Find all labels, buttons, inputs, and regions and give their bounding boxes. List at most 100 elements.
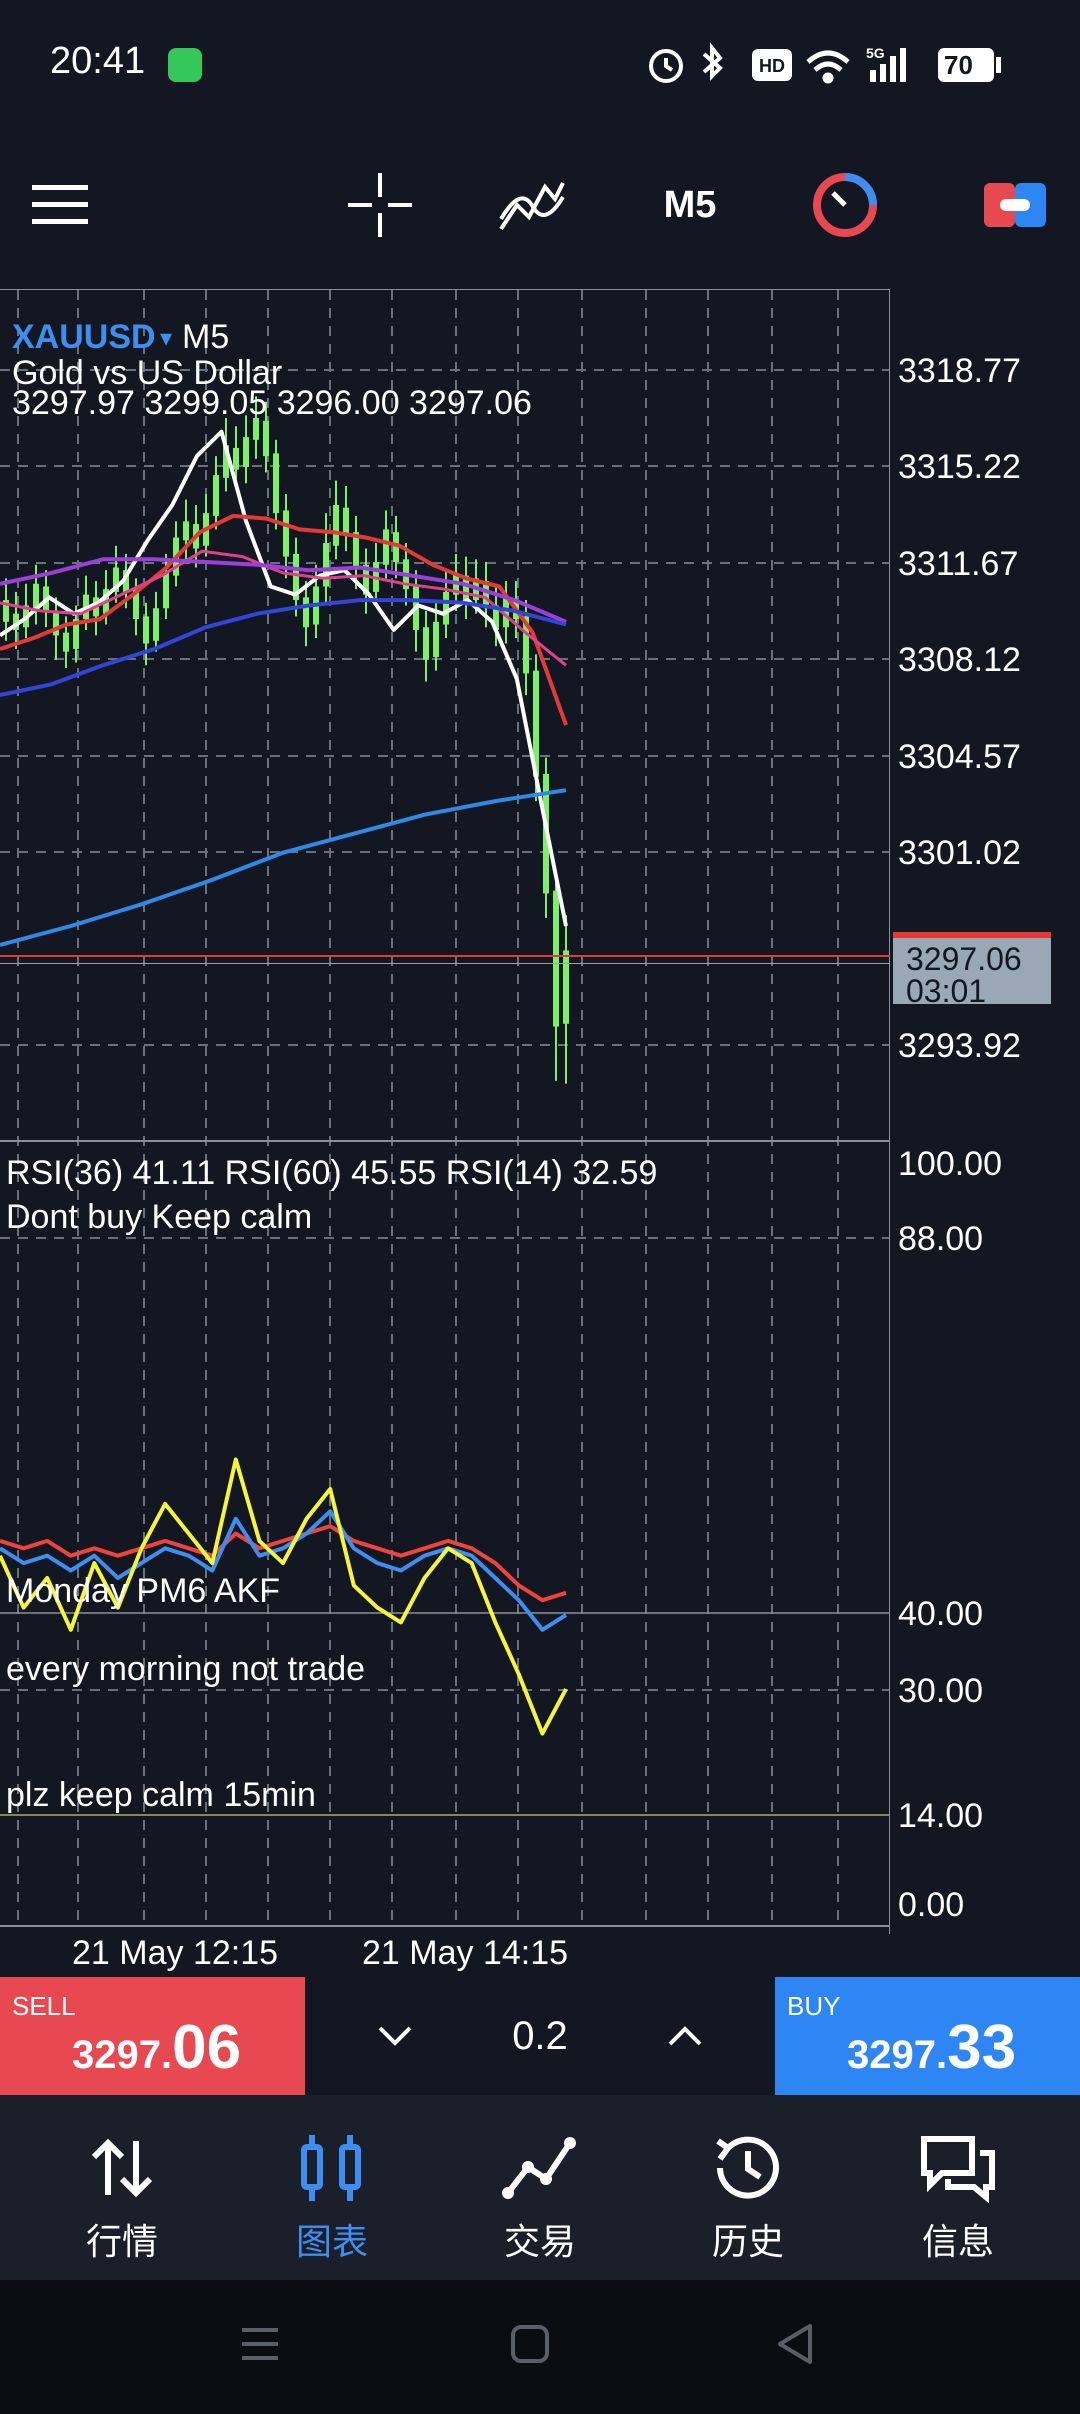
rsi-layer xyxy=(0,1457,568,1736)
svg-text:HD: HD xyxy=(759,56,785,76)
note-keep-calm: plz keep calm 15min xyxy=(6,1776,316,1814)
menu-icon xyxy=(32,185,88,224)
nav-history-label: 历史 xyxy=(711,2221,784,2262)
recent-apps-icon[interactable] xyxy=(240,2324,280,2364)
rsi-scale-label-4: 14.00 xyxy=(898,1797,983,1835)
bar-countdown: 03:01 xyxy=(906,973,986,1009)
current-price-line xyxy=(0,955,890,957)
sell-price-small: 3297. xyxy=(72,2033,173,2077)
nav-chart[interactable]: 图表 xyxy=(224,2095,440,2280)
candle-body-12 xyxy=(123,570,129,592)
price-scale-label-6: 3293.92 xyxy=(898,1027,1021,1065)
candle-body-25 xyxy=(253,418,259,440)
candle-body-5 xyxy=(53,610,59,636)
nav-history[interactable]: 历史 xyxy=(640,2095,856,2280)
lot-decrease-button[interactable] xyxy=(360,1977,430,2095)
ask-price-line xyxy=(0,963,890,964)
bluetooth-icon xyxy=(702,42,723,81)
candle-body-29 xyxy=(293,553,299,601)
rsi-scale-label-1: 88.00 xyxy=(898,1220,983,1258)
signal-icon: 5G xyxy=(866,45,906,82)
chart-toolbar: M5 xyxy=(0,130,1080,280)
rsi-14-line xyxy=(0,1457,568,1736)
candles-layer xyxy=(3,396,569,1084)
status-bar: 20:41 HD 5G 70 xyxy=(0,0,1080,130)
chart-timeframe: M5 xyxy=(182,318,229,356)
quotes-icon xyxy=(91,2138,153,2198)
trade-toggle-button[interactable] xyxy=(965,130,1065,280)
ohlc-values: 3297.97 3299.05 3296.00 3297.06 xyxy=(12,384,532,422)
timeframe-button[interactable]: M5 xyxy=(663,183,717,226)
lot-increase-button[interactable] xyxy=(650,1977,720,2095)
lot-size-input[interactable]: 0.2 xyxy=(512,2013,568,2058)
time-label-2: 21 May 14:15 xyxy=(362,1934,568,1972)
candle-body-43 xyxy=(433,621,439,658)
candle-body-3 xyxy=(33,583,39,609)
buy-price-big: 33 xyxy=(947,2013,1017,2082)
timer-button[interactable] xyxy=(805,130,885,280)
candle-body-7 xyxy=(73,619,79,649)
crosshair-icon xyxy=(348,173,412,237)
price-scale-label-0: 3318.77 xyxy=(898,352,1021,390)
symbol-dropdown-icon[interactable]: ▾ xyxy=(160,325,172,352)
messages-icon xyxy=(921,2136,995,2203)
indicator-separator xyxy=(0,1140,890,1142)
candle-body-15 xyxy=(153,608,159,641)
rsi-scale-label-0: 100.00 xyxy=(898,1145,1002,1183)
note-morning: every morning not trade xyxy=(6,1650,365,1688)
candle-body-55 xyxy=(553,890,559,1027)
rsi-60-line xyxy=(0,1509,568,1632)
nav-trade[interactable]: 交易 xyxy=(432,2095,648,2280)
moving-average-line-1 xyxy=(0,513,568,726)
price-scale: 3318.77 3315.22 3311.67 3308.12 3304.57 3301.… xyxy=(898,352,1021,1924)
nav-messages-label: 信息 xyxy=(921,2221,994,2262)
current-price-marker-top xyxy=(893,932,1051,938)
candle-body-35 xyxy=(353,532,359,568)
chart-top-border xyxy=(0,289,890,290)
buy-button[interactable]: BUY 3297.33 xyxy=(775,1977,1080,2095)
sell-label: SELL xyxy=(12,1991,76,2021)
current-price-label-box xyxy=(893,938,1051,1004)
candle-body-27 xyxy=(273,453,279,514)
menu-button[interactable] xyxy=(25,130,95,280)
trade-toggle-icon xyxy=(984,183,1046,227)
svg-text:5G: 5G xyxy=(866,45,885,61)
candle-body-0 xyxy=(3,600,9,622)
candle-body-26 xyxy=(263,420,269,457)
nav-messages[interactable]: 信息 xyxy=(850,2095,1066,2280)
nav-trade-label: 交易 xyxy=(503,2221,576,2262)
nav-quotes-label: 行情 xyxy=(85,2221,158,2262)
chart-area[interactable]: 3318.77 3315.22 3311.67 3308.12 3304.57 3301.… xyxy=(0,280,1080,1977)
symbol-name[interactable]: XAUUSD xyxy=(12,318,156,356)
price-scale-label-2: 3311.67 xyxy=(898,545,1018,583)
hd-icon: HD xyxy=(752,49,792,81)
status-time: 20:41 xyxy=(50,40,146,82)
candle-body-1 xyxy=(13,613,19,630)
nav-chart-label: 图表 xyxy=(295,2221,368,2262)
sell-button[interactable]: SELL 3297.06 xyxy=(0,1977,305,2095)
candle-body-21 xyxy=(213,475,219,516)
nav-quotes[interactable]: 行情 xyxy=(14,2095,230,2280)
chart-icon xyxy=(301,2135,361,2201)
timer-icon xyxy=(813,173,877,237)
candle-body-53 xyxy=(533,670,539,777)
one-click-trading-bar: SELL 3297.06 0.2 BUY 3297.33 xyxy=(0,1977,1080,2095)
note-monday: Monday PM6 AKF xyxy=(6,1572,280,1610)
home-icon[interactable] xyxy=(510,2324,550,2364)
moving-average-line-2 xyxy=(0,549,567,667)
alarm-icon xyxy=(649,49,683,83)
candle-body-52 xyxy=(523,616,529,674)
trade-icon xyxy=(502,2137,576,2199)
candle-body-50 xyxy=(503,597,509,628)
candle-body-22 xyxy=(223,445,229,478)
crosshair-button[interactable] xyxy=(340,130,420,280)
chevron-up-icon xyxy=(668,2026,702,2046)
indicators-button[interactable] xyxy=(490,130,574,280)
candle-body-30 xyxy=(303,597,309,628)
candle-body-39 xyxy=(393,532,399,563)
candle-body-24 xyxy=(243,437,249,467)
status-icons: HD 5G xyxy=(649,42,1001,84)
candle-body-34 xyxy=(343,507,349,535)
back-icon[interactable] xyxy=(774,2322,814,2366)
sell-price: 3297.06 xyxy=(72,2012,241,2083)
